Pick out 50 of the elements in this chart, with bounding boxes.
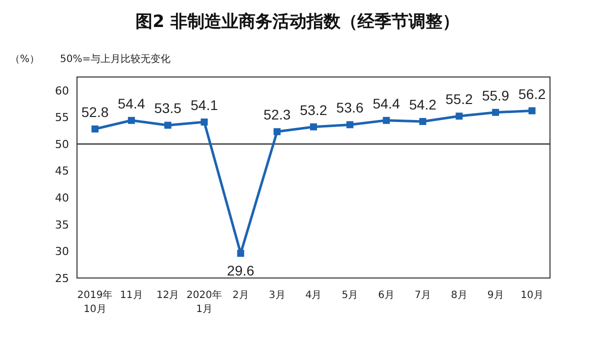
data-label: 53.2	[300, 102, 328, 118]
y-tick-label: 30	[55, 245, 69, 258]
x-tick-label: 2020年 1月	[186, 289, 222, 315]
data-label: 55.9	[482, 87, 510, 104]
chart-title: 图2 非制造业商务活动指数（经季节调整）	[134, 11, 460, 33]
x-tick-label: 9月	[487, 290, 504, 301]
x-tick-label: 6月	[378, 290, 395, 301]
data-label: 54.1	[190, 97, 218, 114]
point	[128, 116, 135, 124]
y-tick-label: 25	[55, 272, 69, 285]
point	[419, 118, 426, 125]
data-label: 54.2	[409, 96, 437, 112]
x-tick-label: 2019年 10月	[77, 289, 113, 315]
point	[310, 123, 317, 130]
x-tick-label: 3月	[268, 290, 286, 301]
data-label: 54.4	[118, 95, 146, 112]
y-tick-label: 50	[55, 138, 69, 151]
y-tick-label: 35	[55, 218, 69, 232]
y-tick-label: 40	[55, 192, 69, 205]
data-label: 53.5	[154, 100, 182, 116]
point	[456, 112, 463, 120]
x-tick-label: 12月	[156, 290, 180, 301]
data-label: 53.6	[336, 100, 364, 116]
y-tick-label: 55	[55, 111, 69, 124]
data-label: 54.4	[372, 95, 400, 112]
point	[492, 108, 500, 116]
x-tick-label: 10月	[520, 290, 544, 301]
point	[382, 116, 390, 124]
data-label: 56.2	[518, 86, 546, 102]
data-label: 29.6	[227, 262, 255, 278]
x-tick-label: 7月	[414, 290, 431, 301]
data-label: 52.8	[81, 104, 109, 120]
point	[346, 121, 354, 128]
x-tick-label: 4月	[305, 290, 322, 301]
y-tick-label: 60	[55, 84, 69, 98]
x-tick-label: 5月	[342, 290, 358, 301]
y-tick-label: 45	[55, 164, 69, 178]
y-axis-title: （%）	[10, 53, 40, 66]
point	[274, 128, 281, 136]
text: 50%=与上月比较无变化	[60, 52, 171, 66]
point	[164, 122, 172, 129]
data-label: 52.3	[263, 106, 291, 123]
point	[200, 118, 208, 126]
point	[237, 250, 244, 257]
point	[528, 107, 536, 114]
point	[92, 125, 98, 132]
data-label: 55.2	[446, 91, 474, 108]
x-tick-label: 11月	[120, 290, 143, 301]
x-tick-label: 2月	[232, 290, 249, 301]
x-tick-label: 8月	[450, 290, 468, 301]
